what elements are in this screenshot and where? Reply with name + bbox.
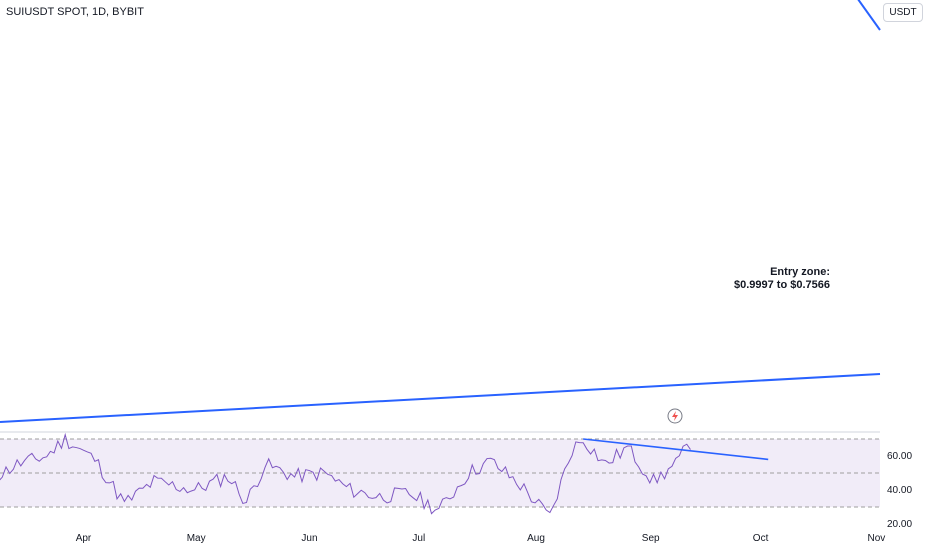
entry-zone-label: Entry zone: $0.9997 to $0.7566 — [700, 266, 830, 292]
overlay-layer — [667, 408, 683, 424]
rsi-tick-20.00: 20.00 — [887, 519, 912, 530]
month-label-May: May — [187, 533, 206, 544]
month-label-Nov: Nov — [868, 533, 886, 544]
rsi-divergence-line — [583, 438, 769, 461]
entry-zone-range: $0.9997 to $0.7566 — [733, 279, 830, 291]
month-label-Jul: Jul — [412, 533, 425, 544]
month-label-Apr: Apr — [76, 533, 92, 544]
price-axis: 3.04572.60002.16331.90001.71411.60001.40… — [76, 533, 886, 544]
currency-button[interactable]: USDT — [883, 3, 923, 22]
symbol-title[interactable]: SUIUSDT SPOT, 1D, BYBIT — [6, 6, 144, 18]
rsi-tick-40.00: 40.00 — [887, 485, 912, 496]
month-label-Aug: Aug — [527, 533, 545, 544]
trendlines-layer — [0, 0, 881, 423]
rsi-pane: 60.00 40.00 20.00 — [0, 431, 912, 530]
rsi-band-fill — [0, 439, 880, 507]
lower-trendline — [0, 373, 881, 423]
lightning-glyph-icon — [672, 411, 678, 421]
month-label-Oct: Oct — [753, 533, 769, 544]
entry-zone-title: Entry zone: — [770, 266, 830, 278]
month-label-Jun: Jun — [301, 533, 317, 544]
month-label-Sep: Sep — [642, 533, 660, 544]
rsi-tick-60.00: 60.00 — [887, 451, 912, 462]
rsi-line — [0, 432, 691, 515]
